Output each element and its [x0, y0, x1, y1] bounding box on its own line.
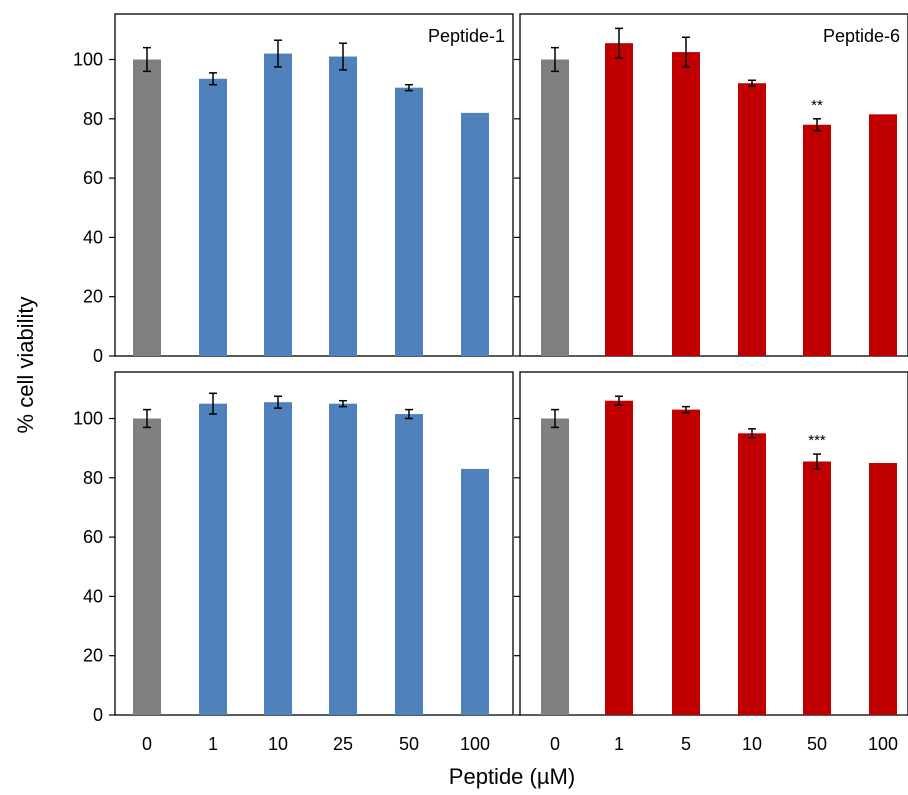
- error-bar: [339, 42, 347, 71]
- error-bar: [615, 27, 623, 59]
- x-tick-label: 100: [460, 734, 490, 754]
- bar-10: [264, 402, 292, 715]
- error-bar: [748, 428, 756, 439]
- significance-label: ***: [808, 432, 826, 449]
- x-tick-label: 100: [868, 734, 898, 754]
- panel-title: Peptide-1: [428, 26, 505, 46]
- bar-100: [869, 114, 897, 356]
- x-tick-label: 25: [333, 734, 353, 754]
- error-bar: [615, 395, 623, 406]
- y-tick-label: 100: [73, 50, 103, 70]
- plot-frame: [114, 13, 514, 357]
- error-bar: [813, 118, 821, 132]
- error-bar: [551, 46, 559, 73]
- x-tick-label: 50: [399, 734, 419, 754]
- bar-10: [264, 53, 292, 356]
- bar-0: [133, 59, 161, 356]
- significance-label: **: [811, 97, 823, 114]
- error-bar: [209, 72, 217, 86]
- bar-1: [199, 403, 227, 715]
- bar-25: [329, 403, 357, 715]
- plot-frame: [114, 371, 514, 716]
- bar-10: [738, 83, 766, 356]
- error-bar: [682, 405, 690, 414]
- chart-panel-top-right: ** Peptide-6: [514, 13, 908, 357]
- x-tick-label: 0: [142, 734, 152, 754]
- y-tick-label: 80: [83, 109, 103, 129]
- error-bar: [274, 39, 282, 68]
- chart-panel-bottom-right: 0 1 5 10 *** 50 100: [514, 371, 908, 754]
- bar-100: [869, 462, 897, 715]
- y-tick-label: 0: [93, 705, 103, 725]
- bar-50: [803, 461, 831, 715]
- error-bar: [143, 46, 151, 73]
- chart-panels: 020406080100Peptide-1**Peptide-602040608…: [73, 13, 908, 754]
- plot-frame: [519, 13, 908, 357]
- bar-5: [672, 52, 700, 357]
- chart-panel-top-left: 0 20 40 60 80 100 Peptide-1: [73, 13, 514, 366]
- x-axis-title: Peptide (µM): [449, 764, 575, 789]
- error-bar: [209, 392, 217, 415]
- y-axis-title: % cell viability: [13, 297, 38, 434]
- bar-100: [461, 112, 489, 357]
- bar-10: [738, 433, 766, 715]
- y-tick-label: 80: [83, 468, 103, 488]
- error-bar: [274, 395, 282, 409]
- x-tick-label: 1: [208, 734, 218, 754]
- bar-0: [541, 59, 569, 356]
- panel-title: Peptide-6: [823, 26, 900, 46]
- error-bar: [143, 408, 151, 429]
- x-tick-label: 0: [550, 734, 560, 754]
- error-bar: [682, 36, 690, 68]
- error-bar: [405, 83, 413, 92]
- y-tick-label: 100: [73, 409, 103, 429]
- x-tick-label: 1: [614, 734, 624, 754]
- x-tick-label: 10: [742, 734, 762, 754]
- y-tick-label: 0: [93, 346, 103, 366]
- bar-50: [395, 87, 423, 356]
- x-tick-label: 50: [807, 734, 827, 754]
- bar-50: [803, 124, 831, 356]
- bar-100: [461, 468, 489, 715]
- plot-frame: [519, 371, 908, 716]
- bar-1: [605, 400, 633, 715]
- bar-5: [672, 409, 700, 715]
- bar-1: [199, 78, 227, 357]
- y-tick-label: 40: [83, 586, 103, 606]
- y-tick-label: 40: [83, 227, 103, 247]
- x-tick-label: 5: [681, 734, 691, 754]
- y-tick-label: 20: [83, 646, 103, 666]
- error-bar: [405, 408, 413, 420]
- error-bar: [551, 408, 559, 429]
- bar-0: [133, 418, 161, 715]
- bar-1: [605, 43, 633, 356]
- y-tick-label: 20: [83, 287, 103, 307]
- bar-25: [329, 56, 357, 356]
- error-bar: [339, 399, 347, 408]
- error-bar: [748, 79, 756, 87]
- error-bar: [813, 453, 821, 470]
- chart-panel-bottom-left: 0 20 40 60 80 100 0 1 10 25 50 100: [73, 371, 514, 754]
- y-tick-label: 60: [83, 168, 103, 188]
- x-tick-label: 10: [268, 734, 288, 754]
- bar-0: [541, 418, 569, 715]
- y-tick-label: 60: [83, 527, 103, 547]
- bar-50: [395, 414, 423, 715]
